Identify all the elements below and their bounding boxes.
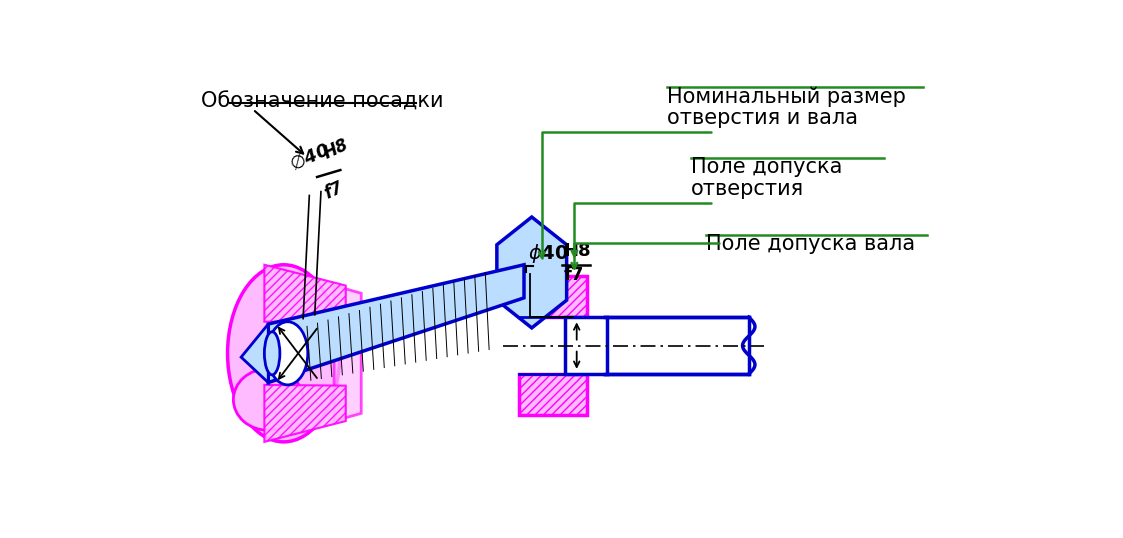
Text: Обозначение посадки: Обозначение посадки	[201, 91, 444, 111]
Polygon shape	[496, 217, 567, 328]
Text: f7: f7	[321, 179, 346, 203]
Text: отверстия и вала: отверстия и вала	[667, 108, 858, 128]
Text: Номинальный размер: Номинальный размер	[667, 86, 906, 107]
Ellipse shape	[264, 332, 280, 375]
Ellipse shape	[228, 265, 340, 442]
Text: Поле допуска: Поле допуска	[691, 157, 842, 177]
Polygon shape	[241, 324, 268, 383]
Polygon shape	[335, 286, 362, 421]
Bar	[565, 317, 606, 374]
Ellipse shape	[234, 369, 303, 430]
Text: $\phi$40: $\phi$40	[528, 242, 569, 265]
Polygon shape	[264, 265, 346, 322]
Text: H8: H8	[321, 136, 351, 163]
Ellipse shape	[267, 322, 308, 385]
Bar	[605, 317, 749, 374]
Polygon shape	[268, 265, 524, 383]
Text: $\varnothing$40: $\varnothing$40	[287, 140, 334, 175]
Text: f7: f7	[564, 266, 584, 284]
Bar	[519, 277, 587, 317]
Text: Поле допуска вала: Поле допуска вала	[706, 234, 915, 254]
Text: отверстия: отверстия	[691, 179, 804, 199]
Text: H8: H8	[564, 242, 591, 260]
Bar	[519, 374, 587, 415]
Polygon shape	[264, 385, 346, 442]
